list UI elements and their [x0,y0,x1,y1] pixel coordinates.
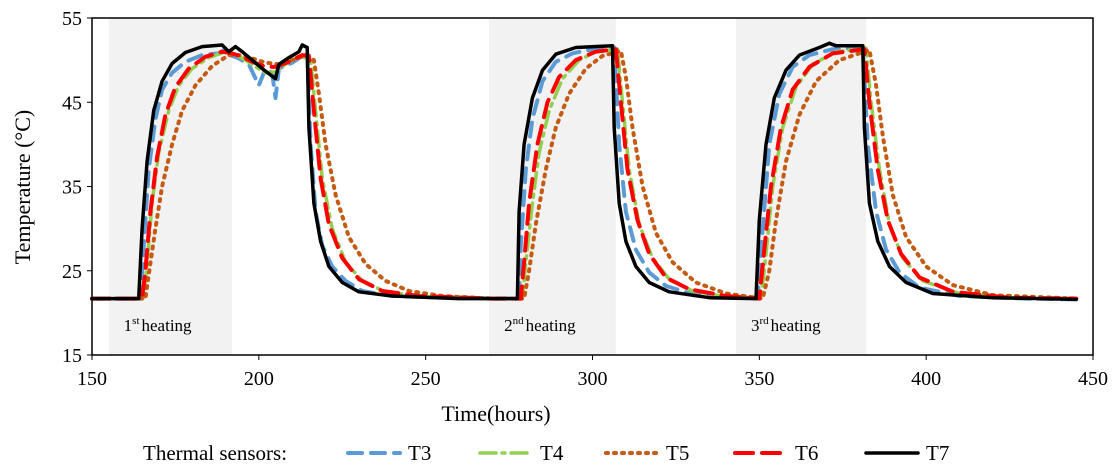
y-axis-title: Temperature (°C) [10,110,35,264]
heating-period-shade [735,18,867,355]
y-tick-label: 15 [62,345,82,367]
legend-label-t4: T4 [540,441,564,465]
x-tick-label: 450 [1078,368,1108,390]
series-line-t5 [90,48,1079,301]
legend-label-t3: T3 [408,441,431,465]
legend-label-t7: T7 [926,441,949,465]
y-tick-label: 25 [62,261,82,283]
series-line-t6 [90,47,1079,301]
heating-label: 1st heating [124,315,192,335]
x-tick-label: 400 [911,368,941,390]
legend-label-t5: T5 [666,441,689,465]
series-lines [90,41,1079,302]
heating-periods [108,18,867,355]
heating-label-suffix: st [132,315,139,327]
y-tick-label: 45 [62,92,82,114]
x-axis-title: Time(hours) [441,401,550,426]
heating-label-number: 1 [124,316,133,335]
x-tick-label: 200 [244,368,274,390]
axis-ticks: 150 200 250 300 350 400 450 15 25 35 45 55 [62,8,1108,390]
legend: Thermal sensors: T3 T4 T5 T6 T7 [143,441,949,465]
heating-label: 3rd heating [751,315,821,335]
heating-label-suffix: nd [513,315,525,327]
x-tick-label: 300 [578,368,608,390]
y-tick-label: 35 [62,177,82,199]
heating-label-text: heating [526,316,577,335]
x-tick-label: 150 [77,368,107,390]
x-tick-label: 250 [411,368,441,390]
x-tick-label: 350 [744,368,774,390]
heating-label-suffix: rd [759,315,769,327]
heating-label-text: heating [771,316,822,335]
heating-label-number: 2 [504,316,513,335]
y-tick-label: 55 [62,8,82,30]
series-line-t7 [90,41,1079,302]
heating-label-text: heating [142,316,193,335]
legend-label-t6: T6 [795,441,818,465]
heating-label: 2nd heating [504,315,576,335]
heating-annotations: 1st heating 2nd heating 3rd heating [124,315,822,335]
legend-title: Thermal sensors: [143,441,287,465]
heating-label-number: 3 [751,316,760,335]
